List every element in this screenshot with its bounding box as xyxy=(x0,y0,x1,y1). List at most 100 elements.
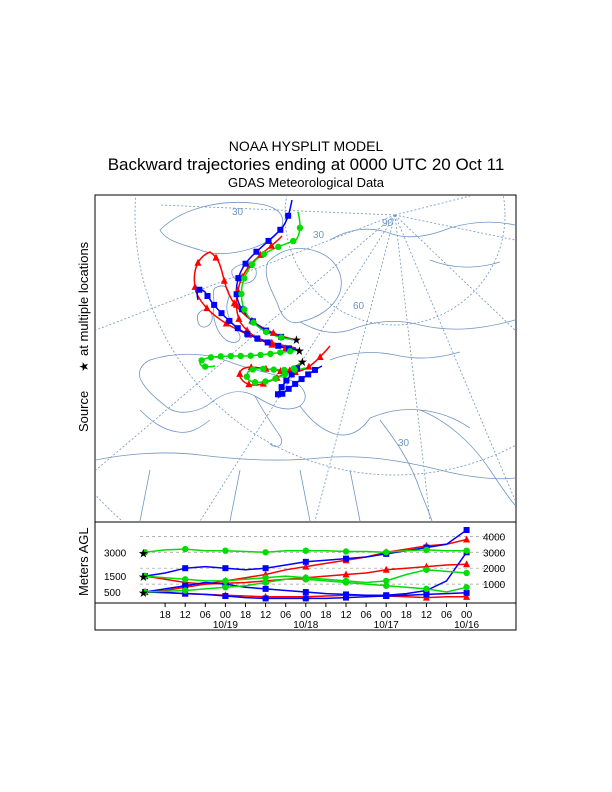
map-side-label: Source ★ at multiple locations xyxy=(76,241,91,432)
right-axis-ticks: 4000 3000 2000 1000 xyxy=(483,532,506,591)
series-point xyxy=(182,545,189,553)
series-point xyxy=(463,527,470,533)
hour-label: 00 xyxy=(300,610,312,621)
trajectory-point xyxy=(260,365,267,372)
date-labels: 10/19 10/18 10/17 10/16 xyxy=(213,620,480,631)
trajectory-point xyxy=(291,366,298,373)
series-point xyxy=(302,595,309,602)
series-point xyxy=(463,592,471,600)
trajectory-point xyxy=(207,354,215,361)
series-point xyxy=(383,592,390,599)
series-point xyxy=(222,577,229,585)
hour-label: 06 xyxy=(441,610,453,621)
series-point xyxy=(302,562,310,570)
series-point xyxy=(222,565,229,572)
trajectory-point xyxy=(254,335,261,342)
series-point xyxy=(423,546,430,554)
trajectory-point xyxy=(278,334,285,341)
series-point xyxy=(302,558,309,565)
trajectory-point xyxy=(226,317,233,324)
ylabel: Meters AGL xyxy=(76,527,91,596)
lat-label-4: 90 xyxy=(382,218,394,229)
series-point xyxy=(182,582,189,589)
date-label: 10/19 xyxy=(213,620,238,631)
series-point xyxy=(383,577,390,585)
height-series xyxy=(141,527,471,602)
trajectory-point xyxy=(250,319,257,326)
trajectory-point xyxy=(245,380,253,388)
trajectory-point xyxy=(236,369,244,377)
trajectory-point xyxy=(220,276,228,284)
series-point xyxy=(343,555,349,562)
series-point xyxy=(342,548,350,555)
series-point xyxy=(141,588,149,596)
trajectory-point xyxy=(232,300,240,308)
series-point xyxy=(423,585,430,593)
series-point xyxy=(302,589,309,596)
trajectory-point xyxy=(262,378,269,385)
series-point xyxy=(463,569,470,577)
hour-label: 18 xyxy=(401,610,413,621)
trajectory-point xyxy=(274,391,281,398)
left-level-label: 3000 xyxy=(104,548,127,559)
hour-label: 18 xyxy=(160,610,172,621)
trajectory-point xyxy=(198,357,205,364)
lat-label-5: 30 xyxy=(398,438,410,449)
series-point xyxy=(342,577,350,585)
series-point xyxy=(463,547,470,554)
hour-label: 18 xyxy=(320,610,332,621)
left-level-label: 1500 xyxy=(104,572,127,583)
series-point xyxy=(222,547,229,554)
series-point xyxy=(222,593,229,600)
trajectory-point xyxy=(227,352,234,360)
series-point xyxy=(141,572,149,580)
hour-labels: 18 12 06 00 18 12 06 00 18 12 06 00 18 12 06 00 xyxy=(160,610,473,621)
trajectory-point xyxy=(238,290,245,298)
series-point xyxy=(342,570,350,578)
trajectory-point xyxy=(217,353,225,360)
height-panel: 18 12 06 00 18 12 06 00 18 12 06 00 18 12 06 00 10/19 10… xyxy=(76,521,517,631)
series-point xyxy=(262,549,269,556)
trajectory-point xyxy=(253,248,260,255)
trajectory-point xyxy=(298,376,305,383)
trajectory-point xyxy=(283,377,290,384)
trajectory-point xyxy=(218,310,225,317)
trajectory-point xyxy=(243,373,251,380)
trajectory-point xyxy=(260,250,268,258)
series-point xyxy=(262,585,269,592)
trajectory-point xyxy=(244,330,251,337)
trajectory-point xyxy=(265,237,272,244)
series-point xyxy=(463,589,470,596)
trajectory-point xyxy=(204,293,211,300)
series-point xyxy=(182,587,189,594)
trajectories xyxy=(191,199,331,398)
trajectory-point xyxy=(311,366,318,373)
trajectory-point xyxy=(233,291,240,298)
trajectory-point xyxy=(270,366,277,373)
hour-label: 00 xyxy=(381,610,393,621)
trajectory-point xyxy=(277,349,284,356)
trajectory-point xyxy=(235,314,243,322)
series-point xyxy=(262,565,269,572)
trajectory-point xyxy=(251,379,259,386)
source-star-3: ★ xyxy=(297,355,308,369)
trajectory-point xyxy=(275,243,282,251)
series-point xyxy=(343,594,349,601)
left-level-label: 500 xyxy=(104,588,121,599)
trajectory-point xyxy=(296,224,304,232)
trajectory-point xyxy=(263,328,270,336)
right-tick-label: 2000 xyxy=(483,564,506,575)
hour-label: 00 xyxy=(220,610,232,621)
trajectory-point xyxy=(272,375,279,382)
trajectory-point xyxy=(237,352,244,360)
time-ticks xyxy=(164,603,468,607)
date-label: 10/16 xyxy=(454,620,479,631)
series-point xyxy=(343,591,349,598)
hour-label: 06 xyxy=(280,610,292,621)
series-point xyxy=(383,582,390,589)
trajectory-point xyxy=(269,328,277,336)
series-point xyxy=(182,565,189,572)
left-level-star-icon: ★ xyxy=(138,586,149,600)
series-point xyxy=(262,574,269,581)
trajectory-point xyxy=(305,371,312,378)
